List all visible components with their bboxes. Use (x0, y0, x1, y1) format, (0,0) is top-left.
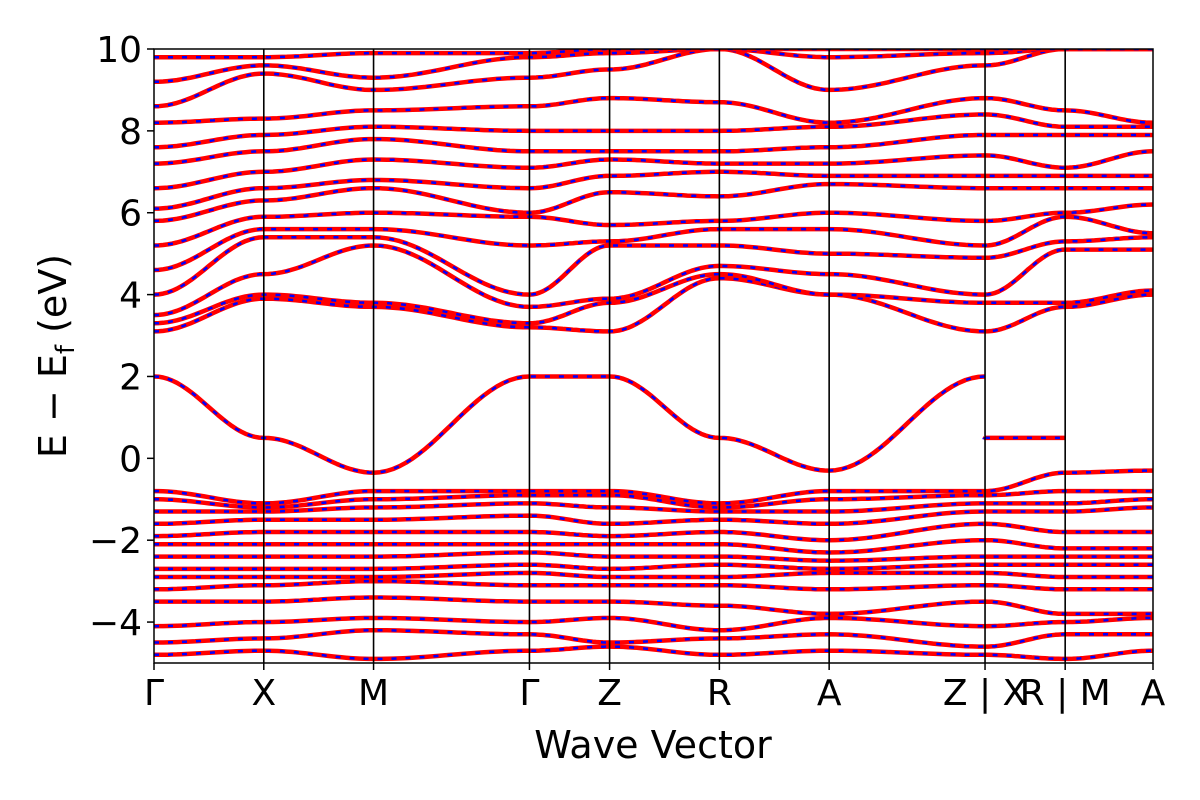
x-tick-label: Z (597, 673, 622, 714)
band-line-22 (154, 550, 1153, 563)
y-tick-label: 4 (119, 276, 142, 317)
x-axis: Γ X M Γ Z R A Z | XR | M A (144, 663, 1166, 714)
band-line-9 (154, 132, 1153, 166)
x-tick-label: R | M (1020, 673, 1111, 714)
band-line-dashed-0 (154, 276, 1153, 333)
y-tick-label: 0 (119, 439, 142, 480)
band-line-25 (154, 578, 1153, 592)
y-axis-label: E − Ef (eV) (31, 254, 81, 458)
band-line-11 (154, 95, 1153, 125)
band-line-27 (154, 615, 1153, 633)
band-line-8 (154, 149, 1153, 191)
band-line-dashed-24 (154, 571, 1153, 579)
x-tick-label: Z | X (943, 673, 1027, 714)
band-line-3 (154, 235, 1153, 297)
y-axis-label-sub: f (51, 344, 81, 354)
x-tick-label: A (1141, 673, 1166, 714)
bands-layer (154, 49, 1153, 662)
band-line-21 (154, 537, 1153, 555)
x-tick-label: X (251, 673, 276, 714)
band-line-dashed-26 (154, 596, 1153, 616)
band-line-dashed-22 (154, 551, 1153, 562)
band-line-dashed-5 (154, 203, 1153, 247)
y-tick-label: 6 (119, 194, 142, 235)
band-line-16 (154, 468, 1153, 506)
y-tick-label: 2 (119, 357, 142, 398)
x-axis-label: Wave Vector (534, 723, 772, 767)
band-line-26 (154, 595, 1153, 617)
y-axis: −4 −2 0 2 4 6 8 10 (89, 30, 154, 644)
band-line-1 (154, 271, 1153, 326)
x-tick-label: A (817, 673, 842, 714)
y-tick-label: 10 (96, 30, 142, 71)
y-tick-label: 8 (119, 112, 142, 153)
band-line-23 (154, 562, 1153, 572)
x-tick-label: R (707, 673, 732, 714)
band-line-dashed-18 (154, 498, 1153, 513)
band-line-24 (154, 570, 1153, 580)
band-line-15 (154, 374, 1066, 475)
band-line-dashed-2 (154, 244, 1153, 317)
high-symmetry-lines (262, 49, 1066, 663)
band-line-dashed-25 (154, 579, 1153, 591)
band-line-dashed-6 (154, 182, 1153, 223)
band-line-7 (154, 169, 1153, 211)
band-line-14 (154, 49, 1153, 60)
y-axis-label-pre: E − E (31, 354, 75, 458)
band-line-10 (154, 112, 1153, 150)
band-line-dashed-19 (154, 506, 1153, 526)
band-line-dashed-29 (154, 645, 1153, 661)
band-line-dashed-4 (154, 215, 1153, 272)
y-tick-label: −4 (89, 603, 142, 644)
plot-frame (153, 48, 1154, 664)
x-tick-label: Γ (519, 673, 539, 714)
band-line-dashed-23 (154, 563, 1153, 571)
band-line-29 (154, 644, 1153, 662)
band-line-20 (154, 521, 1153, 543)
x-tick-label: Γ (144, 673, 164, 714)
x-tick-label: M (358, 673, 389, 714)
band-line-dashed-21 (154, 538, 1153, 554)
y-axis-label-post: (eV) (31, 254, 75, 345)
band-line-28 (154, 628, 1153, 649)
band-line-17 (154, 488, 1153, 510)
band-line-dashed-1 (154, 272, 1153, 325)
y-tick-label: −2 (89, 521, 142, 562)
band-line-dashed-12 (154, 49, 1153, 108)
